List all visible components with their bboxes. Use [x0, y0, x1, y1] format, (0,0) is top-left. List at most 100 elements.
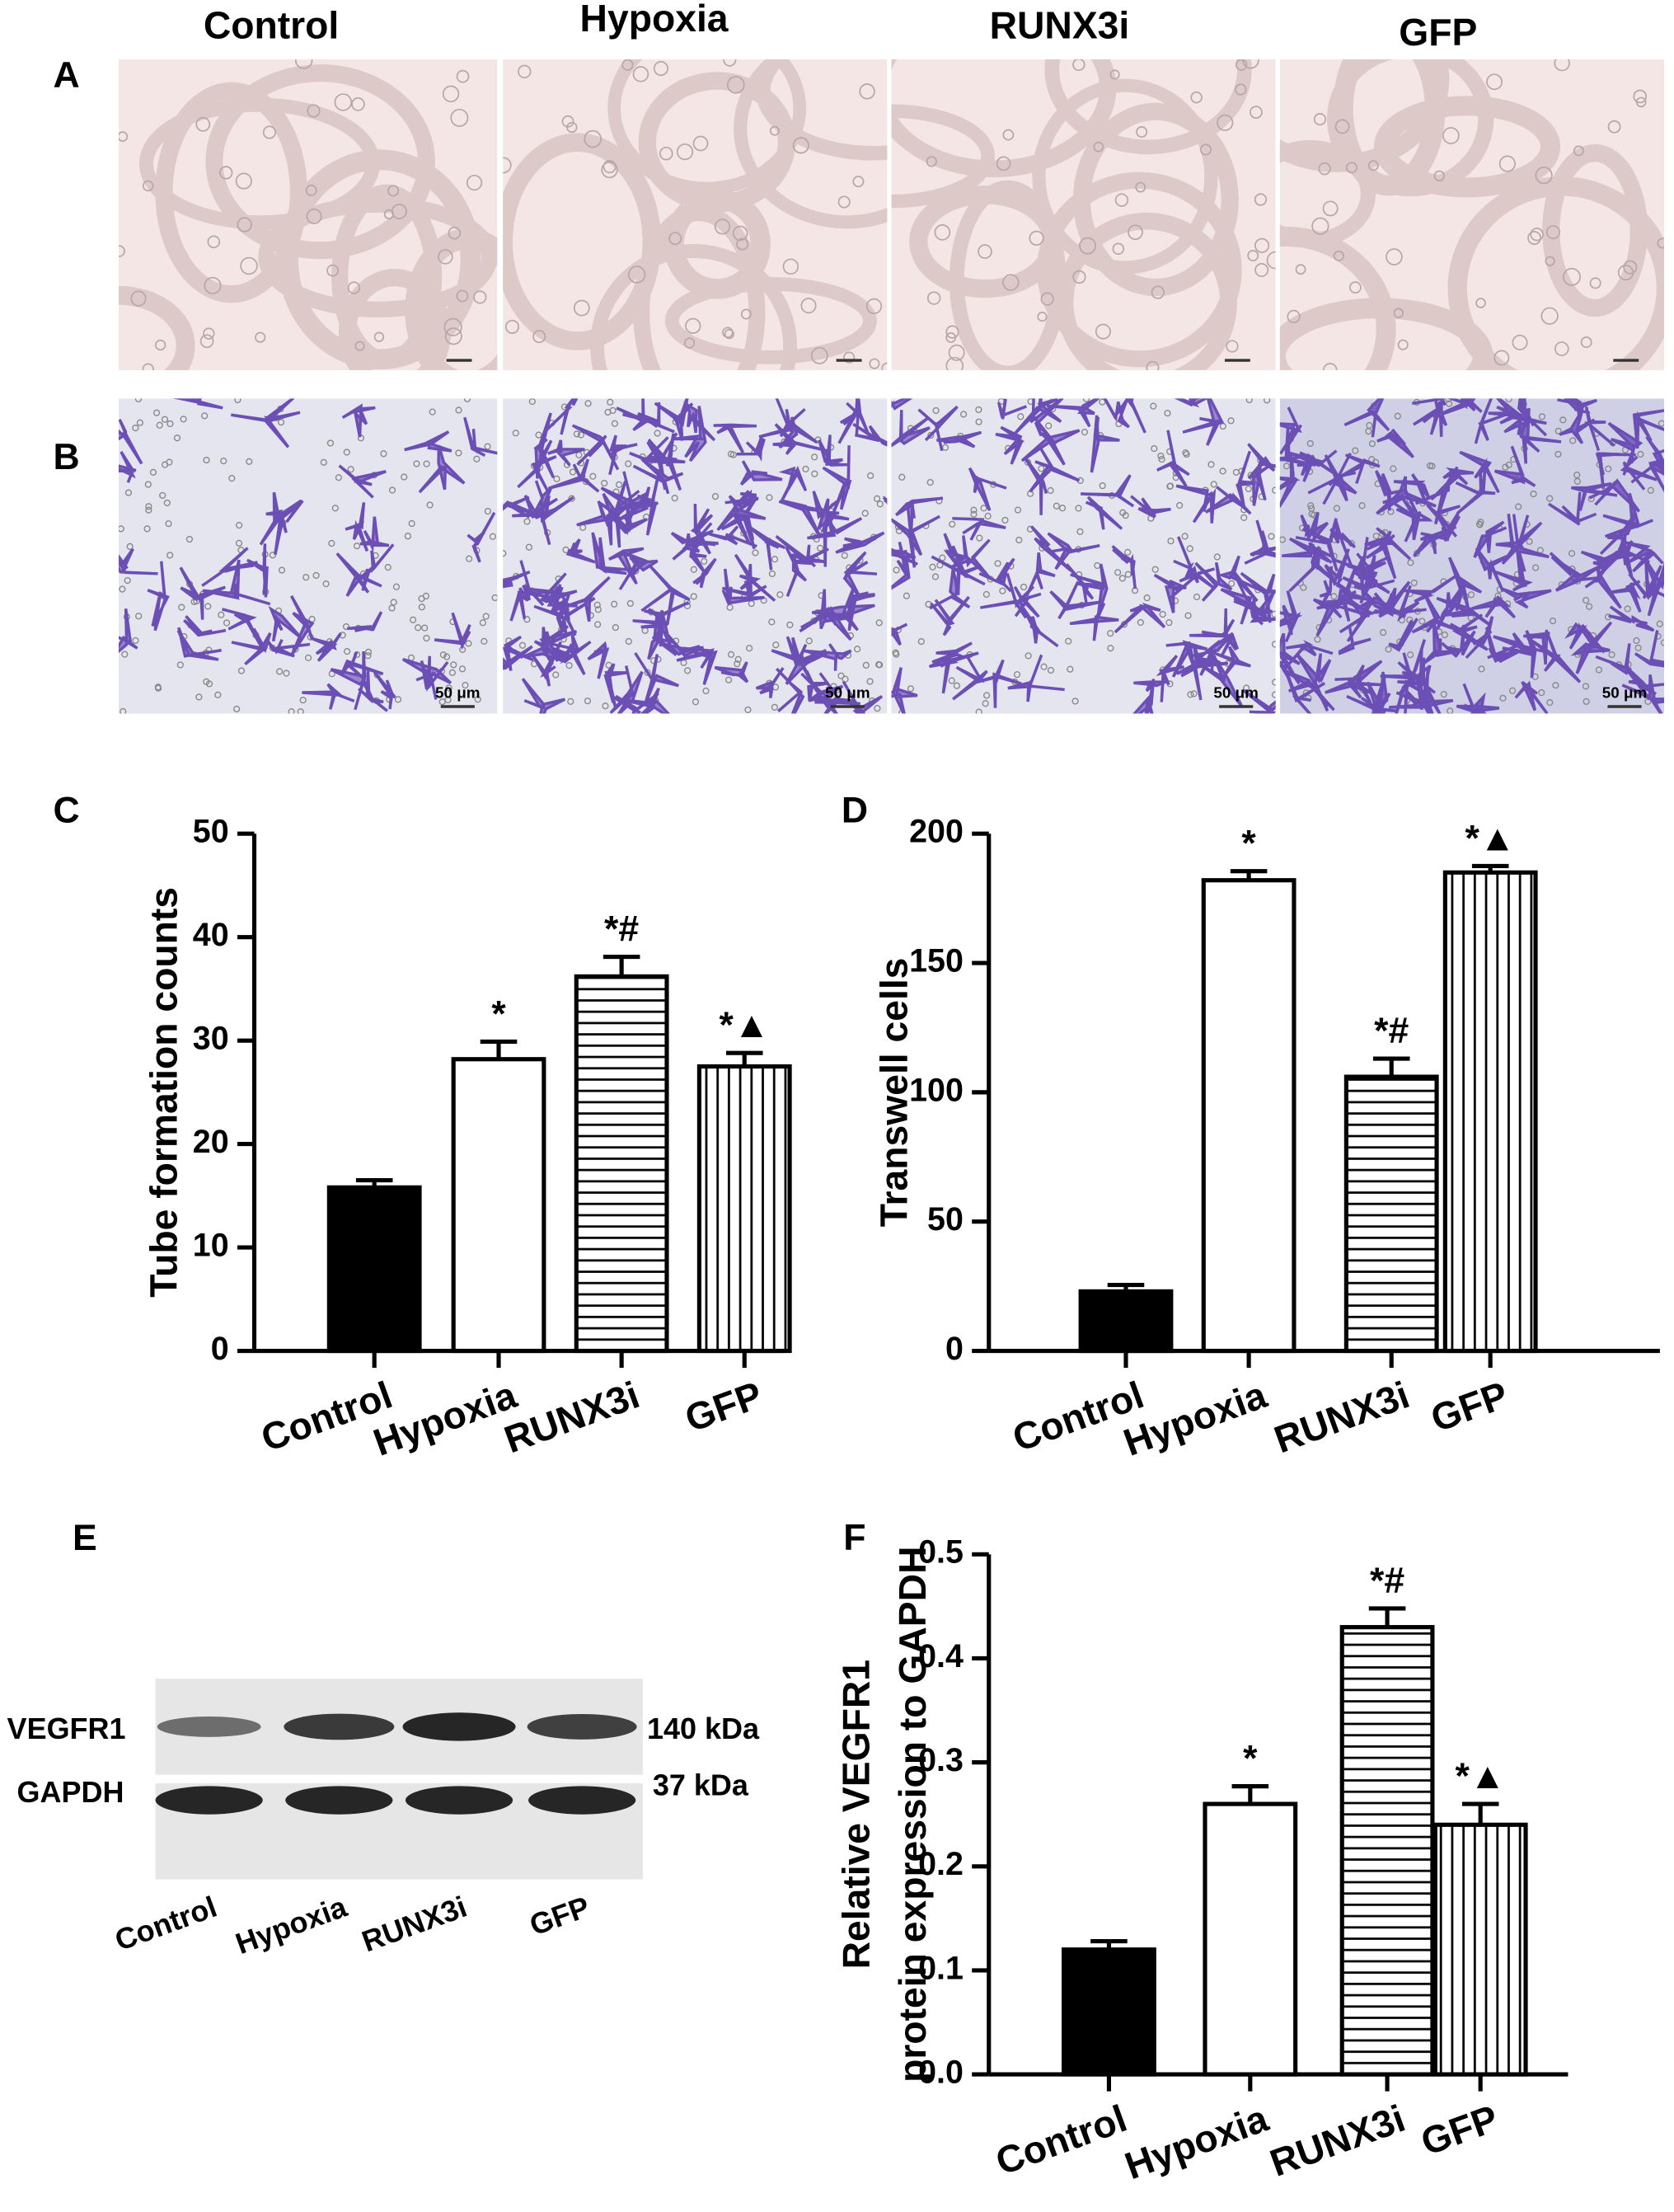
pore	[1595, 666, 1603, 674]
cell	[203, 327, 215, 340]
pore	[1167, 538, 1175, 545]
y-tick-label: 0.4	[918, 1638, 964, 1674]
pore	[875, 661, 883, 669]
cell	[708, 525, 757, 548]
pore	[132, 636, 139, 645]
cell	[1020, 429, 1081, 466]
significance-label: *▲	[720, 1005, 770, 1045]
cell	[1512, 334, 1528, 350]
pore	[898, 473, 906, 481]
bar	[451, 1057, 546, 1354]
cell	[608, 506, 648, 536]
cell	[448, 226, 462, 240]
blot-band	[405, 1786, 513, 1815]
pore	[776, 591, 784, 599]
cell	[532, 330, 546, 344]
pore	[577, 431, 585, 439]
cell	[668, 232, 682, 246]
cell	[736, 436, 766, 463]
pore	[1099, 482, 1106, 490]
pore	[1467, 591, 1475, 599]
cell	[775, 667, 805, 714]
cell	[1389, 688, 1454, 709]
pore	[1038, 465, 1045, 472]
scale-label: 50 μm	[435, 684, 480, 702]
pore	[1552, 682, 1559, 689]
cell	[654, 398, 694, 441]
scale-label: 50 μm	[1602, 684, 1647, 702]
pore	[535, 431, 542, 439]
pore	[1240, 514, 1248, 522]
y-tick-label: 50	[193, 814, 229, 850]
cell	[995, 425, 1025, 465]
pore	[201, 412, 209, 420]
lane-label: Control	[110, 1890, 221, 1957]
cell	[118, 608, 138, 654]
cell	[843, 351, 856, 364]
cell	[721, 564, 767, 598]
cell	[504, 319, 520, 334]
cell	[799, 606, 852, 641]
pore	[134, 398, 143, 403]
cell	[1423, 621, 1456, 665]
pore	[1307, 502, 1315, 510]
cell	[341, 403, 376, 438]
cell	[1634, 630, 1665, 668]
pore	[237, 667, 246, 674]
cell	[354, 340, 365, 351]
cell	[891, 547, 918, 566]
y-tick-label: 0	[211, 1331, 229, 1367]
pore	[304, 654, 312, 661]
pore	[1213, 553, 1221, 561]
cell	[1236, 450, 1259, 508]
cell	[1254, 263, 1269, 278]
pore	[1508, 687, 1517, 694]
pore	[811, 470, 818, 477]
pore	[1390, 465, 1397, 472]
lane-label: GFP	[525, 1890, 594, 1942]
pore	[1001, 516, 1009, 524]
pore	[771, 703, 779, 711]
cell	[1433, 170, 1445, 182]
pore	[602, 702, 609, 710]
tube-loop	[1447, 176, 1665, 371]
cell	[978, 244, 992, 259]
cell	[1190, 91, 1203, 104]
cell	[1338, 626, 1372, 655]
cell	[1530, 629, 1582, 683]
pore	[413, 460, 420, 467]
cell	[1433, 398, 1476, 419]
pore	[1410, 579, 1418, 587]
cell	[891, 398, 913, 411]
pore	[364, 648, 373, 656]
cell	[1279, 426, 1316, 467]
cell	[1606, 580, 1642, 613]
cell	[1072, 59, 1086, 72]
cell	[978, 557, 1015, 593]
cell	[1657, 237, 1665, 249]
y-tick-label: 0.0	[918, 2054, 964, 2090]
pore	[573, 430, 580, 438]
cell	[1343, 398, 1390, 438]
pore	[1333, 505, 1341, 512]
pore	[203, 456, 210, 464]
cell	[1156, 655, 1184, 702]
pore	[982, 700, 989, 707]
cell	[1300, 511, 1329, 544]
pore	[609, 406, 617, 415]
cell	[1493, 350, 1510, 366]
pore	[1158, 455, 1165, 463]
pore	[1634, 644, 1642, 651]
cell	[1595, 643, 1651, 701]
cell	[550, 584, 568, 619]
cell	[1475, 547, 1512, 593]
pore	[567, 697, 574, 705]
pore	[837, 672, 845, 679]
pore	[1151, 566, 1159, 573]
cell	[290, 594, 315, 656]
pore	[236, 521, 243, 529]
pore	[1219, 467, 1226, 475]
pore	[450, 661, 457, 669]
pore	[479, 619, 486, 627]
cell	[418, 444, 466, 494]
